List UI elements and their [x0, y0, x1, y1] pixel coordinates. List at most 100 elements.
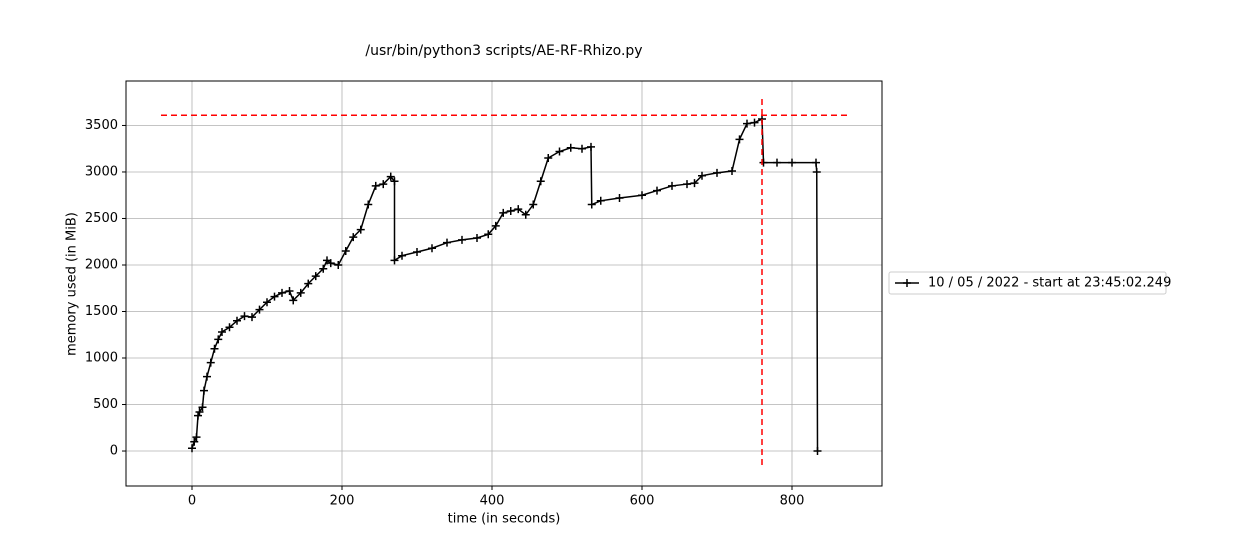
point-marker [195, 407, 204, 416]
point-marker [248, 313, 256, 322]
point-marker [812, 158, 820, 167]
point-marker [390, 256, 399, 265]
point-marker [555, 147, 564, 156]
point-marker [773, 158, 781, 167]
point-marker [398, 251, 406, 260]
point-marker [698, 171, 706, 180]
point-marker [371, 181, 380, 190]
point-marker [218, 327, 226, 336]
point-marker [200, 386, 208, 395]
point-marker [206, 358, 215, 367]
y-tick-label: 0 [110, 444, 118, 459]
point-marker [521, 210, 530, 219]
y-axis-label: memory used (in MiB) [65, 212, 80, 356]
point-marker [190, 437, 199, 446]
point-marker [536, 177, 545, 186]
y-tick-label: 500 [93, 397, 118, 412]
point-marker [326, 259, 335, 268]
point-marker [278, 288, 286, 297]
data-line [191, 117, 819, 452]
point-marker [638, 191, 646, 200]
point-marker [285, 287, 294, 296]
point-marker [390, 177, 399, 186]
point-marker [443, 238, 451, 247]
point-marker [473, 234, 481, 243]
point-marker [690, 179, 699, 188]
point-marker [319, 264, 328, 273]
point-marker [499, 208, 508, 217]
chart-title: /usr/bin/python3 scripts/AE-RF-Rhizo.py [365, 43, 642, 59]
y-tick-label: 1000 [85, 351, 118, 366]
legend-box [888, 271, 1167, 295]
point-marker [214, 335, 223, 344]
x-tick-label: 600 [630, 494, 655, 509]
point-marker [735, 135, 744, 144]
point-marker [192, 433, 201, 442]
point-marker [683, 180, 691, 189]
point-marker [198, 403, 207, 412]
point-marker [188, 444, 196, 453]
point-marker [386, 172, 395, 181]
point-marker [615, 194, 624, 203]
point-marker [289, 296, 298, 305]
point-marker [750, 118, 759, 127]
x-tick-label: 400 [480, 494, 505, 509]
point-marker [296, 288, 305, 297]
point-marker [270, 292, 279, 301]
point-marker [349, 233, 358, 242]
point-marker [813, 447, 822, 456]
point-marker [529, 200, 538, 209]
point-marker [263, 298, 271, 307]
point-marker [311, 272, 320, 281]
point-marker [210, 344, 219, 353]
x-tick-label: 800 [780, 494, 805, 509]
point-marker [587, 200, 596, 209]
point-marker [428, 244, 436, 253]
y-tick-label: 2500 [85, 211, 118, 226]
point-marker [812, 167, 821, 176]
point-marker [566, 143, 575, 152]
point-marker [413, 247, 421, 256]
point-marker [743, 119, 751, 128]
point-marker [203, 372, 211, 381]
point-marker [506, 207, 515, 216]
x-tick-label: 200 [330, 494, 355, 509]
point-marker [587, 142, 595, 151]
point-marker [334, 260, 343, 269]
legend-marker [903, 279, 911, 287]
point-marker [233, 316, 241, 325]
point-marker [713, 168, 721, 177]
point-marker [194, 411, 202, 420]
point-marker [514, 205, 523, 214]
point-marker [484, 230, 493, 239]
point-marker [728, 167, 736, 176]
point-marker [544, 154, 553, 163]
point-marker [304, 279, 313, 288]
point-marker [668, 181, 676, 190]
x-axis-label: time (in seconds) [448, 512, 561, 527]
point-marker [653, 186, 661, 195]
point-marker [356, 225, 365, 234]
point-marker [255, 305, 264, 314]
plot-frame [125, 80, 883, 487]
point-marker [240, 312, 249, 321]
y-tick-label: 2000 [85, 257, 118, 272]
point-marker [788, 158, 796, 167]
y-tick-label: 1500 [85, 304, 118, 319]
point-marker [225, 323, 234, 332]
y-tick-label: 3500 [85, 118, 118, 133]
x-tick-label: 0 [188, 494, 196, 509]
point-marker [578, 144, 586, 153]
point-marker [364, 200, 373, 209]
point-marker [596, 196, 605, 205]
point-marker [341, 247, 350, 256]
legend: 10 / 05 / 2022 - start at 23:45:02.249 [888, 271, 1171, 295]
point-marker [759, 158, 768, 167]
point-marker [491, 221, 500, 230]
point-marker [458, 235, 466, 244]
legend-label: 10 / 05 / 2022 - start at 23:45:02.249 [928, 276, 1171, 291]
y-tick-label: 3000 [85, 164, 118, 179]
point-marker [379, 180, 388, 189]
